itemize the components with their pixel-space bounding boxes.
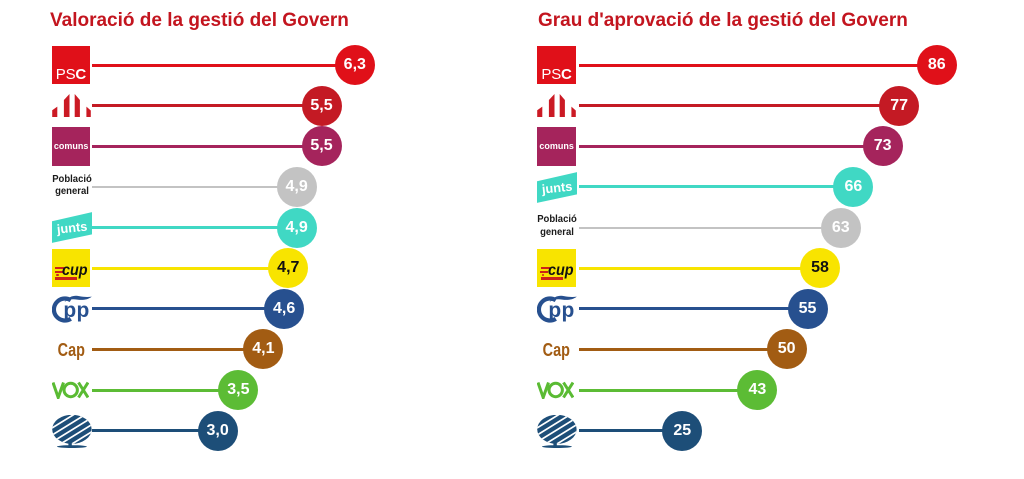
svg-text:junts: junts (55, 219, 88, 237)
svg-text:pp: pp (548, 299, 574, 322)
svg-text:junts: junts (540, 178, 573, 196)
svg-text:pp: pp (63, 299, 89, 322)
